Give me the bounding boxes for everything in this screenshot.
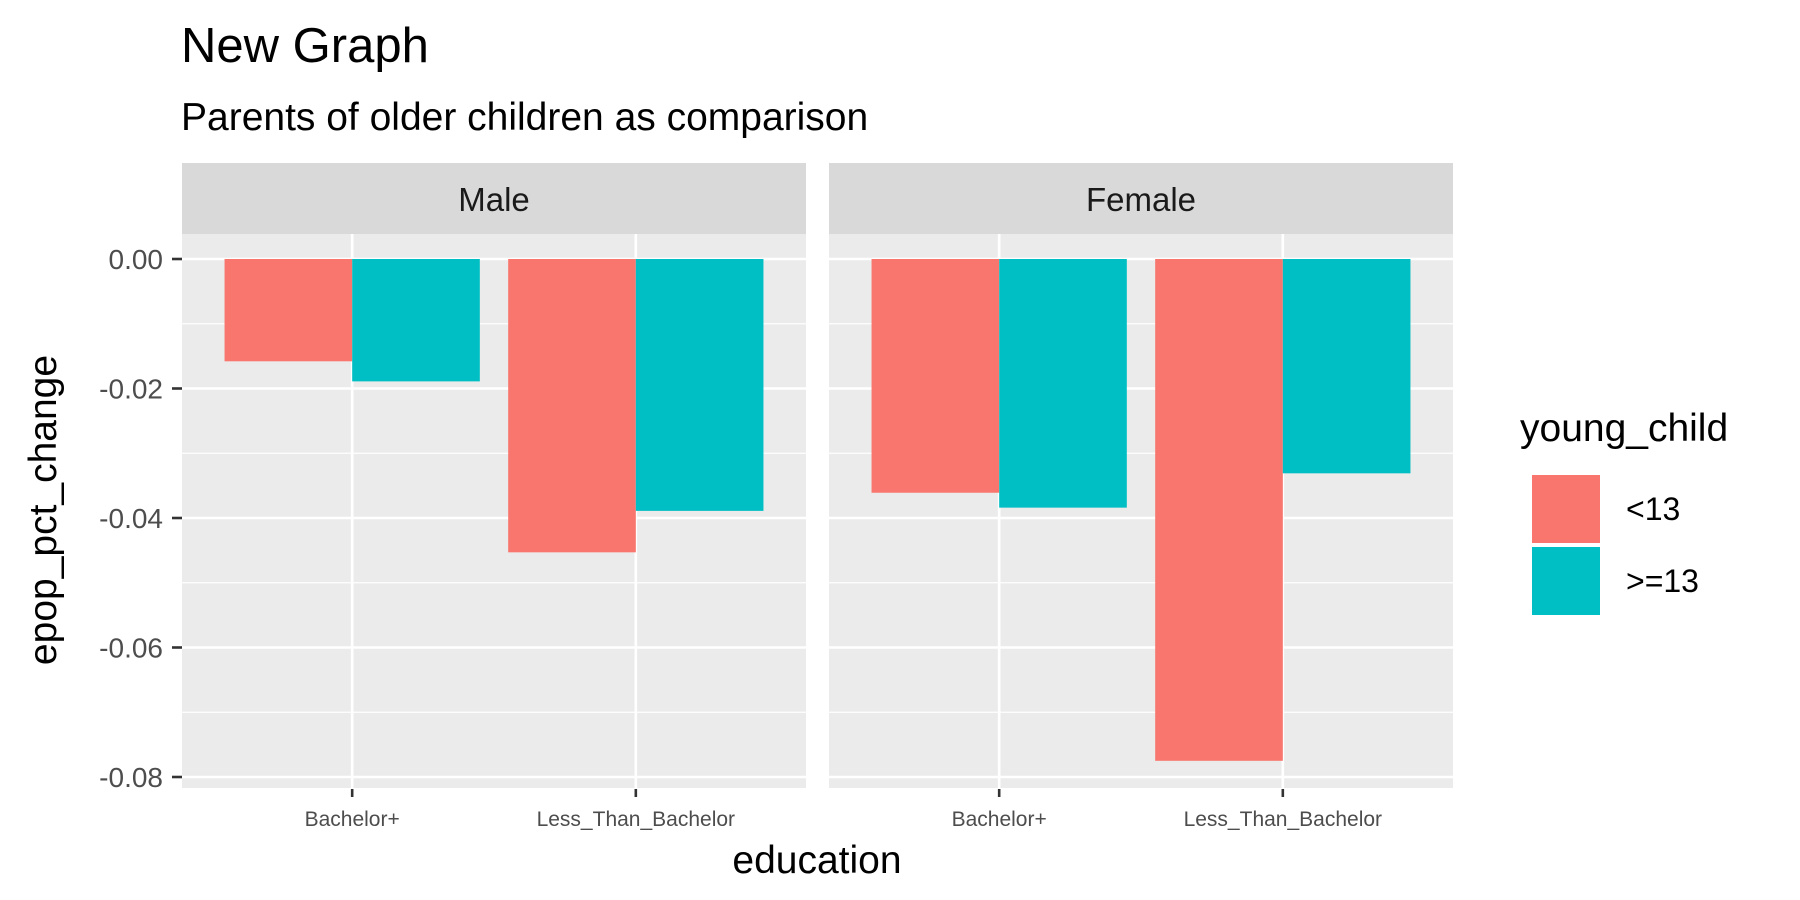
bar-female-0-0 xyxy=(871,259,1000,493)
facet-strip-label: Male xyxy=(458,181,530,218)
x-tick-label: Less_Than_Bachelor xyxy=(537,808,735,831)
y-axis-title: epop_pct_change xyxy=(22,355,65,665)
y-tick-label: 0.00 xyxy=(109,244,164,275)
legend-swatch xyxy=(1530,473,1602,545)
bar-female-0-1 xyxy=(999,259,1127,508)
x-tick-label: Bachelor+ xyxy=(305,808,400,831)
bar-male-1-1 xyxy=(635,259,764,511)
x-tick-label: Bachelor+ xyxy=(952,808,1047,831)
legend: young_child <13 >=13 xyxy=(1520,407,1728,617)
facet-panel-female: Female Bachelor+ Less_Than_Bachelor xyxy=(829,163,1453,831)
legend-label: <13 xyxy=(1626,491,1680,527)
x-axis-title: education xyxy=(732,839,901,882)
bar-female-1-0 xyxy=(1155,259,1283,761)
y-tick-label: -0.02 xyxy=(99,374,163,405)
bar-male-0-1 xyxy=(352,259,480,382)
legend-title: young_child xyxy=(1520,407,1728,450)
facet-panels: Male Bachelor+ Less_Than_Bachelor Female Bac… xyxy=(182,163,1453,831)
bar-male-1-0 xyxy=(508,259,636,553)
facet-strip xyxy=(829,163,1453,234)
y-tick-label: -0.08 xyxy=(99,762,163,793)
facet-panel-male: Male Bachelor+ Less_Than_Bachelor xyxy=(182,163,806,831)
y-tick-label: -0.06 xyxy=(99,633,163,664)
facet-strip-label: Female xyxy=(1086,181,1196,218)
bar-female-1-1 xyxy=(1282,259,1411,474)
chart-title: New Graph xyxy=(181,19,429,73)
legend-label: >=13 xyxy=(1626,563,1699,599)
y-tick-label: -0.04 xyxy=(99,503,163,534)
y-axis: 0.00 -0.02 -0.04 -0.06 -0.08 xyxy=(99,244,182,793)
x-tick-label: Less_Than_Bachelor xyxy=(1184,808,1382,831)
bar-male-0-0 xyxy=(224,259,353,362)
legend-swatch xyxy=(1530,545,1602,617)
facet-strip xyxy=(182,163,806,234)
chart-subtitle: Parents of older children as comparison xyxy=(181,96,868,139)
